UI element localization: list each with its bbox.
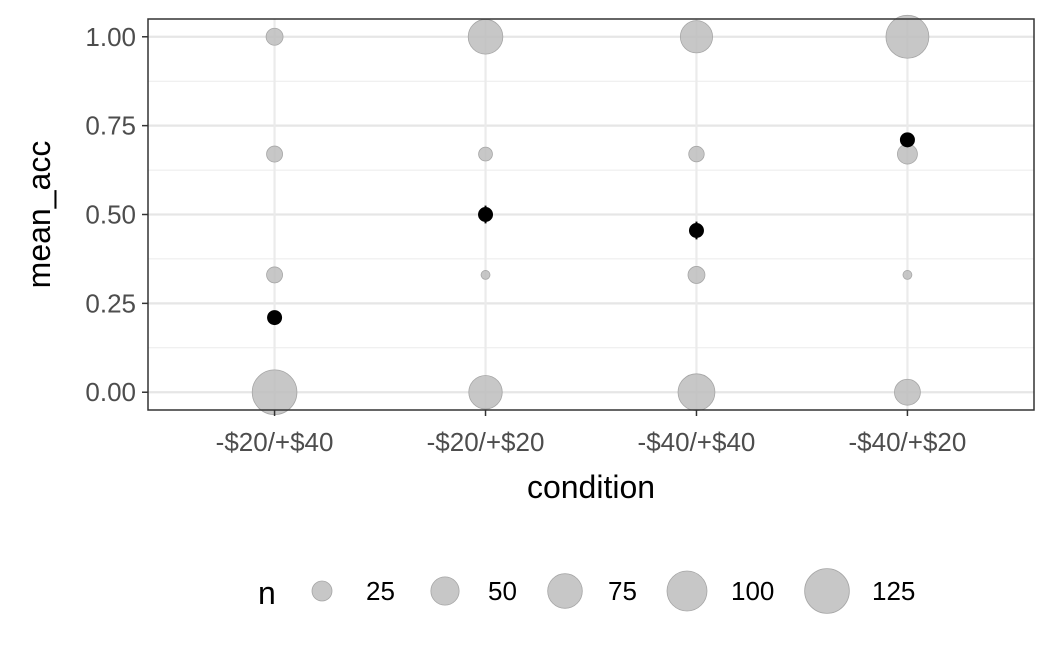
legend: n 25 50 75 100 125 xyxy=(258,568,915,614)
mean-points xyxy=(267,132,915,326)
data-point xyxy=(688,145,705,163)
x-tick-label: -$40/+$20 xyxy=(849,427,967,457)
data-point xyxy=(480,270,491,280)
legend-label: 100 xyxy=(731,576,774,606)
data-point xyxy=(885,14,930,59)
x-axis-title: condition xyxy=(527,469,655,505)
mean-point xyxy=(267,310,283,326)
data-point xyxy=(894,378,921,406)
legend-key xyxy=(804,568,850,614)
y-tick-label: 0.50 xyxy=(85,200,136,230)
legend-label: 125 xyxy=(872,576,915,606)
legend-title: n xyxy=(258,575,276,611)
legend-key xyxy=(430,576,460,606)
legend-label: 75 xyxy=(608,576,637,606)
data-point xyxy=(467,19,504,55)
grid xyxy=(148,19,1034,410)
size-points xyxy=(251,14,930,415)
y-axis: 0.00 0.25 0.50 0.75 1.00 xyxy=(85,22,148,407)
mean-point xyxy=(688,222,704,238)
data-point xyxy=(468,375,503,410)
data-point xyxy=(677,373,716,412)
y-tick-label: 0.75 xyxy=(85,111,136,141)
y-tick-label: 1.00 xyxy=(85,22,136,52)
y-tick-label: 0.00 xyxy=(85,377,136,407)
legend-label: 25 xyxy=(366,576,395,606)
y-tick-label: 0.25 xyxy=(85,288,136,318)
data-point xyxy=(266,145,283,163)
mean-point xyxy=(899,132,915,148)
legend-key xyxy=(547,573,583,609)
x-axis: -$20/+$40 -$20/+$20 -$40/+$40 -$40/+$20 xyxy=(216,410,967,457)
x-tick-label: -$20/+$40 xyxy=(216,427,334,457)
legend-label: 50 xyxy=(488,576,517,606)
x-tick-label: -$40/+$40 xyxy=(638,427,756,457)
legend-key xyxy=(666,570,708,612)
data-point xyxy=(902,270,913,280)
data-point xyxy=(478,146,493,162)
legend-key xyxy=(311,580,333,602)
x-tick-label: -$20/+$20 xyxy=(427,427,545,457)
mean-point xyxy=(478,207,494,222)
data-point xyxy=(687,266,706,284)
y-axis-title: mean_acc xyxy=(21,141,57,289)
data-point xyxy=(679,20,714,54)
data-point xyxy=(265,27,284,46)
data-point xyxy=(251,369,298,415)
data-point xyxy=(266,266,283,284)
